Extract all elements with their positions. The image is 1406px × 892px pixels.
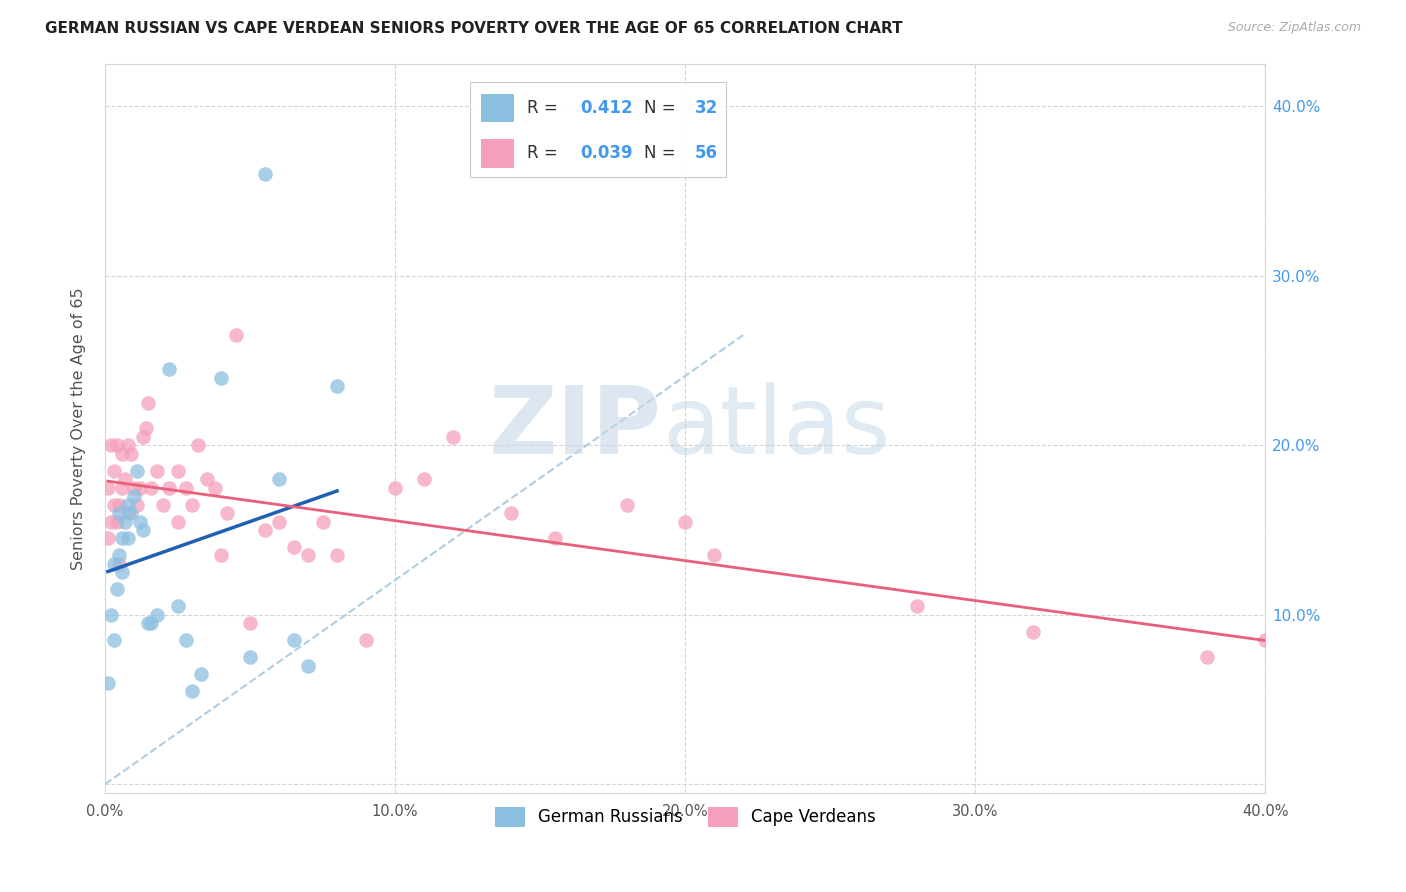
Point: [166, 464, 188, 478]
Point: [103, 557, 125, 571]
Point: [111, 566, 134, 580]
Legend: German Russians, Cape Verdeans: German Russians, Cape Verdeans: [486, 798, 884, 835]
Point: [111, 481, 134, 495]
Point: [108, 506, 131, 520]
Point: [108, 557, 131, 571]
Point: [283, 633, 305, 648]
Text: ZIP: ZIP: [489, 383, 662, 475]
Point: [441, 430, 464, 444]
Point: [103, 498, 125, 512]
Point: [135, 421, 157, 435]
Point: [138, 396, 160, 410]
Point: [128, 481, 150, 495]
Point: [152, 498, 174, 512]
Point: [215, 506, 238, 520]
Point: [543, 532, 565, 546]
Point: [125, 498, 148, 512]
Point: [157, 362, 180, 376]
Point: [181, 684, 204, 698]
Point: [114, 515, 136, 529]
Point: [97, 675, 120, 690]
Point: [131, 430, 153, 444]
Point: [105, 438, 128, 452]
Point: [117, 532, 139, 546]
Point: [181, 498, 204, 512]
Point: [141, 616, 163, 631]
Point: [100, 607, 122, 622]
Text: Source: ZipAtlas.com: Source: ZipAtlas.com: [1227, 21, 1361, 34]
Point: [100, 438, 122, 452]
Point: [195, 472, 218, 486]
Point: [128, 515, 150, 529]
Point: [114, 472, 136, 486]
Point: [1022, 624, 1045, 639]
Point: [122, 489, 145, 503]
Point: [209, 370, 232, 384]
Point: [673, 515, 696, 529]
Point: [108, 549, 131, 563]
Point: [108, 498, 131, 512]
Point: [209, 549, 232, 563]
Point: [146, 464, 169, 478]
Point: [326, 379, 349, 393]
Point: [122, 481, 145, 495]
Text: atlas: atlas: [662, 383, 890, 475]
Point: [225, 328, 247, 343]
Point: [97, 532, 120, 546]
Point: [413, 472, 436, 486]
Point: [501, 506, 523, 520]
Point: [253, 523, 276, 537]
Point: [120, 447, 142, 461]
Point: [616, 498, 638, 512]
Point: [703, 549, 725, 563]
Point: [326, 549, 349, 563]
Point: [103, 464, 125, 478]
Point: [384, 481, 406, 495]
Point: [138, 616, 160, 631]
Point: [187, 438, 209, 452]
Point: [103, 633, 125, 648]
Point: [204, 481, 226, 495]
Point: [100, 515, 122, 529]
Point: [239, 650, 262, 665]
Point: [117, 506, 139, 520]
Point: [311, 515, 333, 529]
Text: GERMAN RUSSIAN VS CAPE VERDEAN SENIORS POVERTY OVER THE AGE OF 65 CORRELATION CH: GERMAN RUSSIAN VS CAPE VERDEAN SENIORS P…: [45, 21, 903, 36]
Point: [239, 616, 262, 631]
Point: [297, 549, 319, 563]
Point: [157, 481, 180, 495]
Point: [190, 667, 212, 681]
Point: [141, 481, 163, 495]
Point: [146, 607, 169, 622]
Point: [267, 515, 290, 529]
Point: [905, 599, 928, 614]
Point: [97, 481, 120, 495]
Point: [166, 599, 188, 614]
Point: [111, 447, 134, 461]
Point: [1254, 633, 1277, 648]
Point: [166, 515, 188, 529]
Point: [267, 472, 290, 486]
Point: [105, 582, 128, 597]
Point: [1197, 650, 1219, 665]
Point: [117, 438, 139, 452]
Point: [283, 540, 305, 554]
Point: [297, 658, 319, 673]
Point: [174, 633, 197, 648]
Point: [131, 523, 153, 537]
Point: [111, 532, 134, 546]
Point: [174, 481, 197, 495]
Point: [253, 167, 276, 181]
Point: [120, 506, 142, 520]
Point: [125, 464, 148, 478]
Point: [105, 515, 128, 529]
Point: [117, 498, 139, 512]
Y-axis label: Seniors Poverty Over the Age of 65: Seniors Poverty Over the Age of 65: [72, 287, 86, 570]
Point: [354, 633, 377, 648]
